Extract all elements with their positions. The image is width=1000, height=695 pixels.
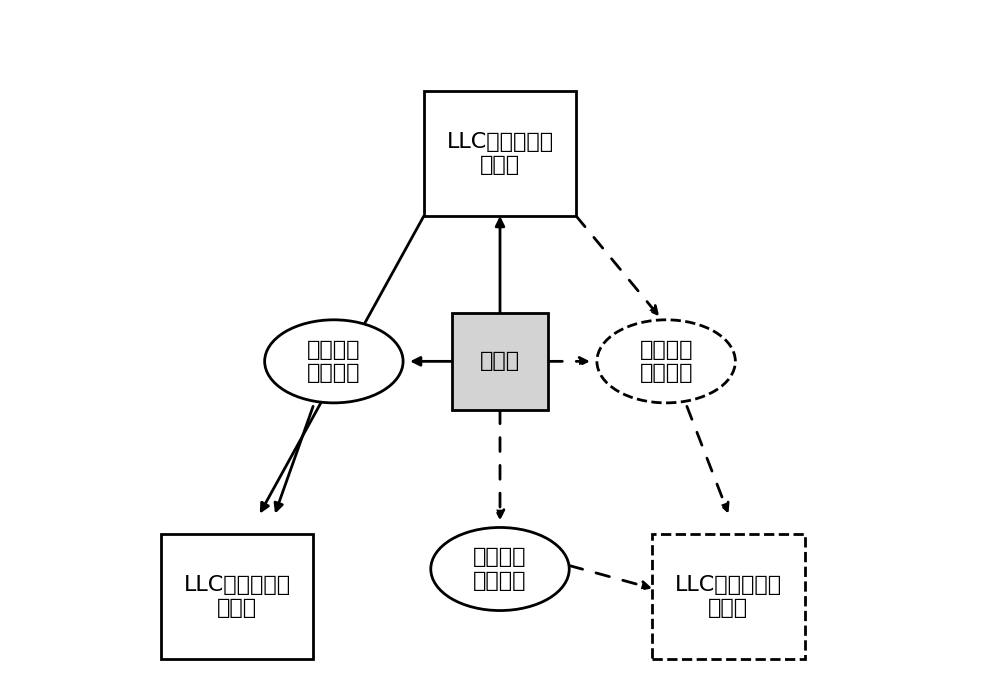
FancyBboxPatch shape [161, 534, 313, 659]
FancyBboxPatch shape [652, 534, 805, 659]
Text: LLC谐振变换器
模块一: LLC谐振变换器 模块一 [446, 132, 554, 175]
Text: 有源阻抗
平衡单元: 有源阻抗 平衡单元 [639, 340, 693, 383]
Text: LLC谐振变换器
模块二: LLC谐振变换器 模块二 [183, 575, 291, 619]
Text: 控制器: 控制器 [480, 352, 520, 371]
Ellipse shape [597, 320, 735, 403]
Text: 有源阻抗
平衡单元: 有源阻抗 平衡单元 [307, 340, 361, 383]
FancyBboxPatch shape [452, 313, 548, 410]
Ellipse shape [265, 320, 403, 403]
Text: LLC谐振变换器
模块三: LLC谐振变换器 模块三 [675, 575, 782, 619]
Text: 有源阻抗
平衡单元: 有源阻抗 平衡单元 [473, 548, 527, 591]
Ellipse shape [431, 528, 569, 610]
FancyBboxPatch shape [424, 91, 576, 216]
